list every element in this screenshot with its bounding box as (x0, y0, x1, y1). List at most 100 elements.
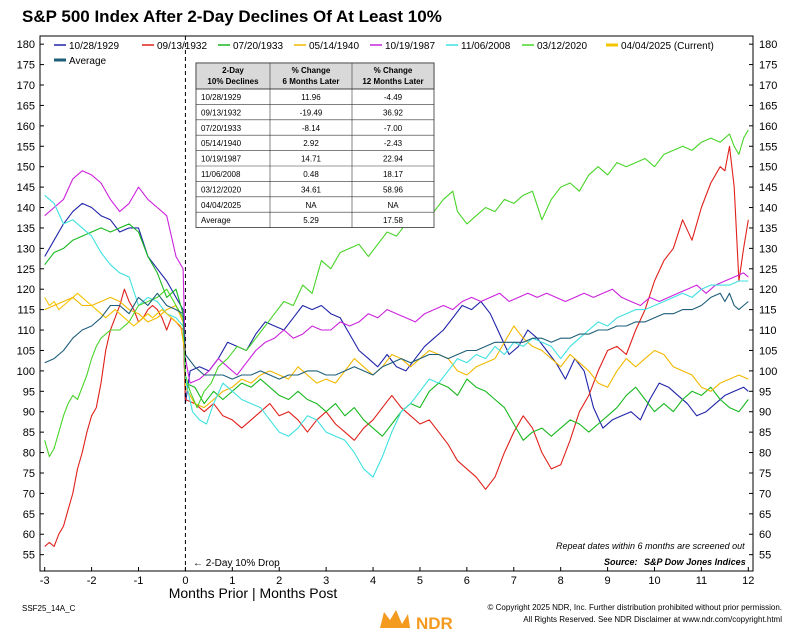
source-text: S&P Dow Jones Indices (644, 557, 746, 567)
y-tick-label: 165 (17, 100, 35, 112)
legend-entry: 03/12/2020 (522, 41, 587, 52)
y-axis-right: 55 60 65 70 75 80 85 90 95 100 105 110 115 120 125 130 1… (749, 39, 777, 562)
chart-title: S&P 500 Index After 2-Day Declines Of At… (22, 7, 442, 26)
table-cell: 05/14/1940 (201, 139, 242, 148)
table-cell: 11/06/2008 (201, 170, 241, 179)
returns-table: 2-Day 10% Declines % Change 6 Months Later%… (195, 62, 435, 229)
y-tick-label: 65 (23, 509, 35, 521)
y-tick-label: 60 (759, 529, 771, 541)
y-tick-label: 55 (23, 550, 35, 562)
table-cell: -2.43 (384, 139, 403, 148)
table-header-line: % Change (374, 66, 413, 75)
y-tick-label: 110 (759, 325, 777, 337)
x-tick-label: -3 (40, 575, 50, 587)
x-tick-label: 2 (276, 575, 282, 587)
legend-label: 07/20/1933 (233, 41, 283, 52)
x-tick-label: 0 (182, 575, 188, 587)
table-cell: 07/20/1933 (201, 124, 242, 133)
y-tick-label: 150 (759, 162, 777, 174)
series-line-10-28-1929 (44, 202, 749, 429)
table-cell: 17.58 (383, 216, 404, 225)
x-tick-label: 11 (696, 575, 707, 587)
ndr-logo: NDR (380, 610, 453, 633)
y-tick-label: 100 (759, 366, 777, 378)
y-tick-label: 100 (17, 366, 35, 378)
y-tick-label: 180 (17, 39, 35, 51)
bull-bear-icon (380, 610, 410, 628)
legend-label: 05/14/1940 (309, 41, 359, 52)
plot-frame (39, 35, 754, 572)
legend-label: 09/13/1932 (157, 41, 207, 52)
legend-entry: 10/28/1929 (54, 41, 119, 52)
y-tick-label: 80 (23, 448, 35, 460)
legend-label: 03/12/2020 (537, 41, 587, 52)
y-tick-label: 95 (759, 386, 771, 398)
x-axis-label: Months Prior | Months Post (169, 585, 338, 601)
legend-entry: 05/14/1940 (294, 41, 359, 52)
y-tick-label: 155 (759, 141, 777, 153)
y-tick-label: 75 (759, 468, 771, 480)
decline-marker-label: ← 2-Day 10% Drop (193, 558, 280, 569)
x-tick-label: 5 (417, 575, 423, 587)
series-line-07-20-1933 (44, 223, 749, 441)
table-cell: 09/13/1932 (201, 108, 242, 117)
table-cell: -7.00 (384, 124, 403, 133)
y-tick-label: 80 (759, 448, 771, 460)
y-tick-label: 90 (759, 407, 771, 419)
table-header-line: 12 Months Later (362, 77, 423, 86)
table-cell: -8.14 (302, 124, 321, 133)
series-line-05-14-1940 (44, 296, 749, 409)
table-cell: -4.49 (384, 93, 403, 102)
table-cell: 34.61 (301, 185, 322, 194)
legend-entry: 09/13/1932 (142, 41, 207, 52)
table-cell: 0.48 (303, 170, 319, 179)
y-tick-label: 140 (17, 203, 35, 215)
y-tick-label: 55 (759, 550, 771, 562)
table-header-line: 6 Months Later (283, 77, 340, 86)
legend-entry: 11/06/2008 (446, 41, 511, 52)
table-cell: 03/12/2020 (201, 185, 242, 194)
y-tick-label: 130 (759, 243, 777, 255)
y-tick-label: 145 (17, 182, 35, 194)
y-axis-left: 55 60 65 70 75 80 85 90 95 100 105 110 115 120 125 130 1… (17, 39, 44, 562)
x-tick-label: 10 (648, 575, 660, 587)
table-cell: 22.94 (383, 155, 404, 164)
table-cell: 10/28/1929 (201, 93, 242, 102)
x-tick-label: 9 (605, 575, 611, 587)
y-tick-label: 130 (17, 243, 35, 255)
y-tick-label: 110 (17, 325, 35, 337)
ndr-logo-text: NDR (416, 614, 453, 633)
table-cell: NA (305, 201, 317, 210)
y-tick-label: 175 (17, 60, 35, 72)
series-line-average (44, 292, 749, 380)
x-tick-label: 6 (464, 575, 470, 587)
table-cell: 10/19/1987 (201, 155, 242, 164)
screen-note: Repeat dates within 6 months are screene… (556, 541, 745, 551)
y-tick-label: 85 (23, 427, 35, 439)
legend-entry: 07/20/1933 (218, 41, 283, 52)
legend-label: Average (69, 56, 107, 67)
legend-entry: Average (54, 56, 107, 67)
y-tick-label: 75 (23, 468, 35, 480)
series-line-11-06-2008 (44, 194, 749, 478)
y-tick-label: 165 (759, 100, 777, 112)
table-frame (195, 62, 435, 229)
legend-label: 10/19/1987 (385, 41, 435, 52)
y-tick-label: 135 (17, 223, 35, 235)
table-cell: 58.96 (383, 185, 404, 194)
table-cell: 5.29 (303, 216, 319, 225)
y-tick-label: 160 (759, 121, 777, 133)
y-tick-label: 90 (23, 407, 35, 419)
series-line-03-12-2020 (44, 129, 749, 458)
y-tick-label: 160 (17, 121, 35, 133)
source-label: Source: (604, 557, 638, 567)
table-cell: -19.49 (300, 108, 323, 117)
y-tick-label: 120 (759, 284, 777, 296)
y-tick-label: 150 (17, 162, 35, 174)
footer-copyright-2: All Rights Reserved. See NDR Disclaimer … (523, 615, 782, 624)
y-tick-label: 125 (17, 264, 35, 276)
table-cell: 36.92 (383, 108, 404, 117)
y-tick-label: 180 (759, 39, 777, 51)
series-line-10-19-1987 (44, 170, 749, 384)
